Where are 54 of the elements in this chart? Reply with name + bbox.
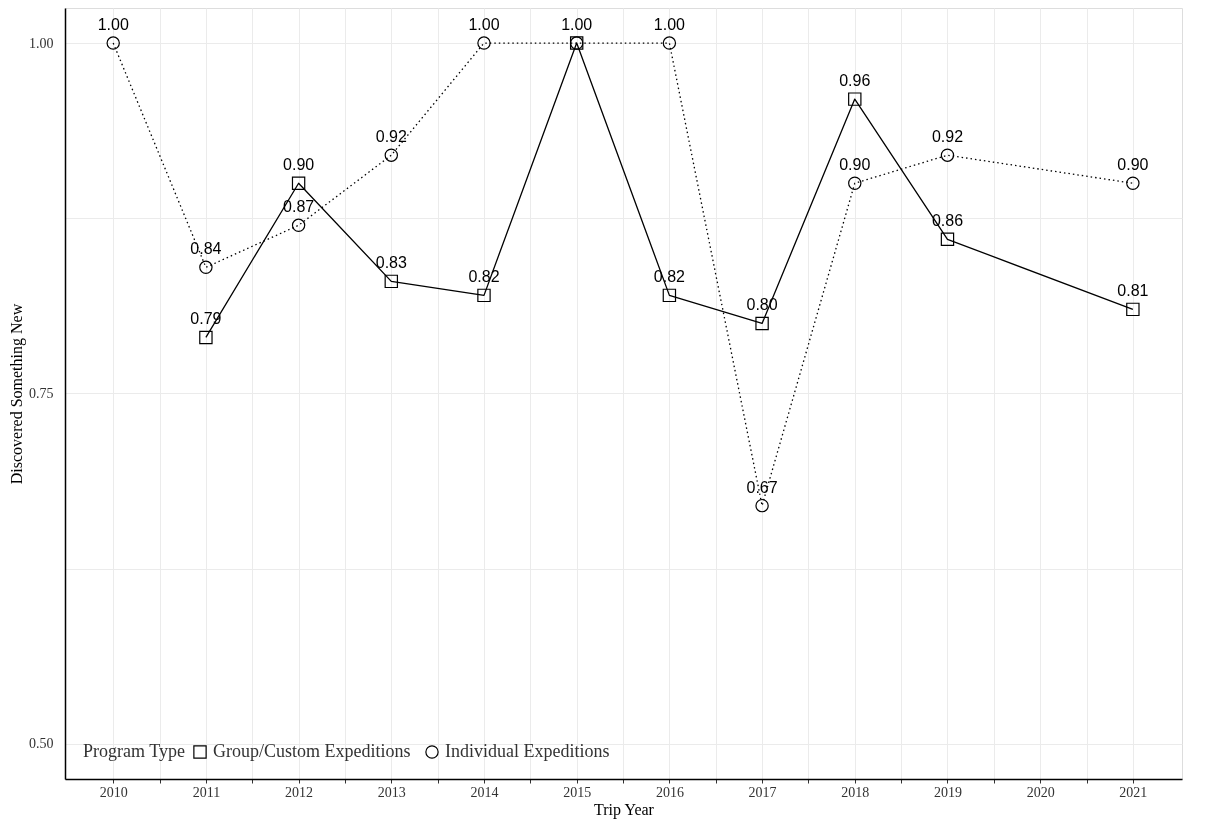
point [1126,176,1140,190]
y-tick-label: 0.75 [29,386,54,401]
point [384,274,399,289]
point [1126,302,1140,317]
point [477,288,491,303]
x-tick-label: 2011 [192,784,221,800]
data-label: 1.00 [561,16,593,34]
point [755,316,769,331]
data-label: 1.00 [97,16,129,34]
data-label: 0.90 [839,156,871,174]
data-label: 0.90 [1117,156,1149,174]
x-tick-label: 2010 [99,784,128,800]
point [106,36,120,50]
point [662,288,677,303]
data-label: 0.83 [375,254,407,272]
point [755,498,769,513]
point [662,36,677,50]
data-label: 1.00 [468,16,500,34]
x-tick-label: 2014 [470,784,499,800]
data-label: 0.92 [931,128,964,146]
data-label: 0.84 [190,240,222,258]
data-label: 0.90 [283,156,315,174]
legend-label: Individual Expeditions [445,741,610,761]
data-label: 0.87 [283,198,315,216]
point [384,148,399,162]
y-axis-title: Discovered Something New [8,303,26,485]
legend-label: Group/Custom Expeditions [213,741,411,761]
point [848,176,862,190]
data-label: 0.92 [375,128,407,146]
data-label: 0.81 [1117,282,1149,300]
x-axis-title: Trip Year [594,800,655,819]
x-tick-label: 2013 [377,784,406,800]
x-tick-label: 2017 [748,784,777,800]
data-label: 0.67 [746,478,778,496]
x-tick-label: 2020 [1026,784,1055,800]
x-tick-label: 2012 [285,784,314,800]
point [291,176,306,190]
legend-title: Program Type [83,741,185,761]
x-tick-label: 2018 [841,784,870,800]
point [199,330,213,345]
y-tick-label: 0.50 [29,736,54,752]
point [848,92,862,106]
point [940,148,955,162]
x-tick-label: 2021 [1119,784,1148,800]
point [940,232,955,247]
data-label: 0.96 [839,72,871,90]
x-tick-label: 2019 [933,784,962,800]
point [291,218,306,232]
point [477,36,491,50]
x-tick-label: 2016 [655,784,684,800]
x-tick-label: 2015 [563,784,592,800]
data-label: 1.00 [653,16,686,34]
point [199,260,213,275]
y-tick-label: 1.00 [29,35,54,51]
